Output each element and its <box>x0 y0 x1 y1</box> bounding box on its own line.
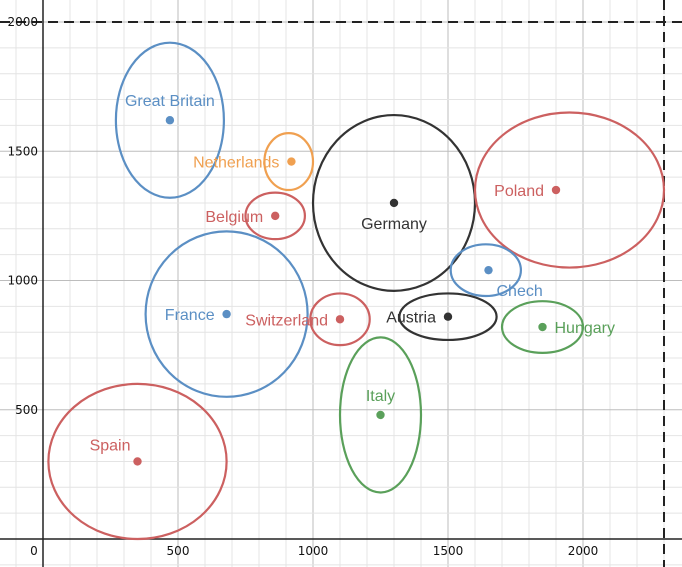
point-germany <box>389 198 399 208</box>
point-france <box>222 309 231 319</box>
label-netherlands: Netherlands <box>193 155 279 172</box>
ellipse-switzerland <box>309 292 371 347</box>
ellipse-france <box>144 230 309 398</box>
x-tick-label: 0 <box>30 544 38 558</box>
label-poland: Poland <box>494 183 544 200</box>
label-switzerland: Switzerland <box>245 312 328 329</box>
label-france: France <box>165 307 215 324</box>
label-hungary: Hungary <box>555 320 615 337</box>
ellipse-belgium <box>244 191 307 241</box>
point-hungary <box>538 322 547 332</box>
ellipse-poland <box>473 111 666 269</box>
x-tick-label: 1000 <box>298 544 329 558</box>
label-spain: Spain <box>90 437 131 454</box>
point-spain <box>133 457 142 466</box>
x-tick-label: 500 <box>167 544 190 558</box>
point-chech <box>484 265 493 275</box>
y-tick-label: 500 <box>15 403 38 417</box>
point-netherlands <box>287 157 296 166</box>
point-switzerland <box>335 315 345 324</box>
ellipse-netherlands <box>263 132 315 192</box>
point-labels: Great Britain Netherlands Belgium Germany Po… <box>90 93 615 454</box>
label-great-britain: Great Britain <box>125 93 215 110</box>
point-belgium <box>271 211 280 221</box>
y-tick-label: 1000 <box>7 274 38 288</box>
ellipse-hungary <box>500 300 585 354</box>
label-germany: Germany <box>361 216 427 233</box>
y-tick-label: 1500 <box>7 144 38 158</box>
point-poland <box>551 185 561 195</box>
ellipse-spain <box>47 382 228 541</box>
y-tick-label: 2000 <box>7 15 38 29</box>
point-austria <box>443 312 453 321</box>
ellipse-chech <box>449 243 522 298</box>
label-chech: Chech <box>497 283 543 300</box>
ellipse-germany <box>311 113 477 292</box>
ellipse-austria <box>398 292 498 342</box>
label-austria: Austria <box>386 310 436 327</box>
point-italy <box>376 410 385 420</box>
label-italy: Italy <box>366 388 395 405</box>
tick-labels: 0 500 1000 1500 2000 500 1000 1500 2000 <box>7 15 598 558</box>
label-belgium: Belgium <box>205 209 263 226</box>
ellipse-great-britain <box>114 41 225 199</box>
ellipse-italy <box>338 336 423 494</box>
x-tick-label: 2000 <box>568 544 599 558</box>
points <box>133 116 561 466</box>
x-tick-label: 1500 <box>433 544 464 558</box>
point-great-britain <box>165 116 175 125</box>
ellipses <box>47 41 666 541</box>
